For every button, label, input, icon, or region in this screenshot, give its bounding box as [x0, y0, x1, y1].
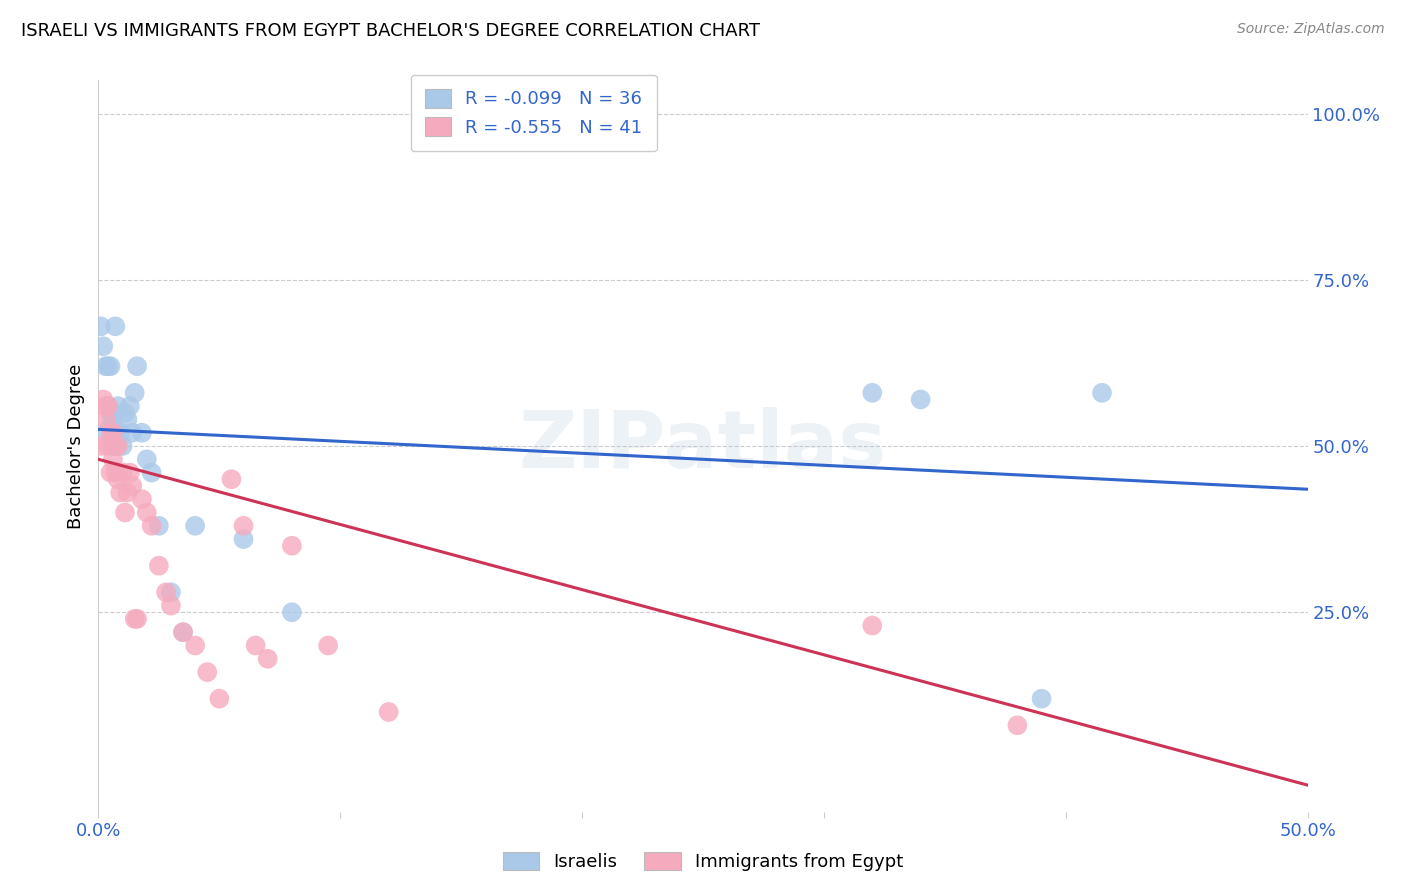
- Point: [101, 439, 124, 453]
- Point: [90, 439, 112, 453]
- Point: [172, 625, 194, 640]
- Point: [104, 319, 127, 334]
- Point: [1031, 691, 1053, 706]
- Point: [232, 532, 254, 546]
- Point: [100, 406, 122, 420]
- Text: ZIPatlas: ZIPatlas: [519, 407, 887, 485]
- Point: [107, 472, 129, 486]
- Text: ISRAELI VS IMMIGRANTS FROM EGYPT BACHELOR'S DEGREE CORRELATION CHART: ISRAELI VS IMMIGRANTS FROM EGYPT BACHELO…: [21, 22, 761, 40]
- Point: [100, 359, 122, 374]
- Point: [107, 399, 129, 413]
- Point: [111, 439, 134, 453]
- Point: [127, 612, 149, 626]
- Point: [94, 412, 117, 426]
- Point: [208, 691, 231, 706]
- Point: [135, 506, 157, 520]
- Point: [118, 399, 141, 413]
- Point: [91, 392, 114, 407]
- Point: [172, 625, 194, 640]
- Point: [860, 618, 883, 632]
- Legend: R = -0.099   N = 36, R = -0.555   N = 41: R = -0.099 N = 36, R = -0.555 N = 41: [411, 75, 657, 152]
- Point: [101, 412, 124, 426]
- Point: [94, 399, 117, 413]
- Point: [104, 439, 127, 453]
- Point: [281, 539, 304, 553]
- Point: [221, 472, 243, 486]
- Point: [100, 466, 122, 480]
- Point: [101, 425, 124, 440]
- Point: [256, 652, 278, 666]
- Point: [160, 585, 183, 599]
- Point: [131, 425, 153, 440]
- Point: [91, 339, 114, 353]
- Point: [121, 425, 143, 440]
- Point: [90, 319, 112, 334]
- Point: [107, 439, 129, 453]
- Point: [281, 605, 304, 619]
- Point: [117, 485, 139, 500]
- Point: [184, 639, 207, 653]
- Point: [148, 558, 170, 573]
- Point: [316, 639, 339, 653]
- Point: [141, 466, 163, 480]
- Point: [127, 359, 149, 374]
- Point: [104, 466, 127, 480]
- Point: [114, 406, 136, 420]
- Point: [135, 452, 157, 467]
- Point: [195, 665, 218, 679]
- Point: [108, 485, 131, 500]
- Point: [377, 705, 399, 719]
- Point: [155, 585, 177, 599]
- Point: [160, 599, 183, 613]
- Point: [910, 392, 932, 407]
- Point: [97, 439, 120, 453]
- Point: [114, 506, 136, 520]
- Point: [1007, 718, 1029, 732]
- Point: [141, 518, 163, 533]
- Point: [94, 425, 117, 440]
- Point: [100, 425, 122, 440]
- Point: [107, 439, 129, 453]
- Point: [117, 412, 139, 426]
- Point: [104, 425, 127, 440]
- Point: [860, 385, 883, 400]
- Point: [111, 466, 134, 480]
- Point: [148, 518, 170, 533]
- Point: [97, 399, 120, 413]
- Point: [131, 492, 153, 507]
- Point: [100, 419, 122, 434]
- Point: [94, 359, 117, 374]
- Point: [101, 452, 124, 467]
- Point: [97, 359, 120, 374]
- Point: [118, 466, 141, 480]
- Point: [124, 385, 146, 400]
- Point: [124, 612, 146, 626]
- Point: [1091, 385, 1114, 400]
- Point: [232, 518, 254, 533]
- Text: Source: ZipAtlas.com: Source: ZipAtlas.com: [1237, 22, 1385, 37]
- Point: [108, 425, 131, 440]
- Point: [97, 399, 120, 413]
- Point: [121, 479, 143, 493]
- Point: [184, 518, 207, 533]
- Point: [245, 639, 267, 653]
- Legend: Israelis, Immigrants from Egypt: Israelis, Immigrants from Egypt: [495, 845, 911, 879]
- Y-axis label: Bachelor's Degree: Bachelor's Degree: [66, 363, 84, 529]
